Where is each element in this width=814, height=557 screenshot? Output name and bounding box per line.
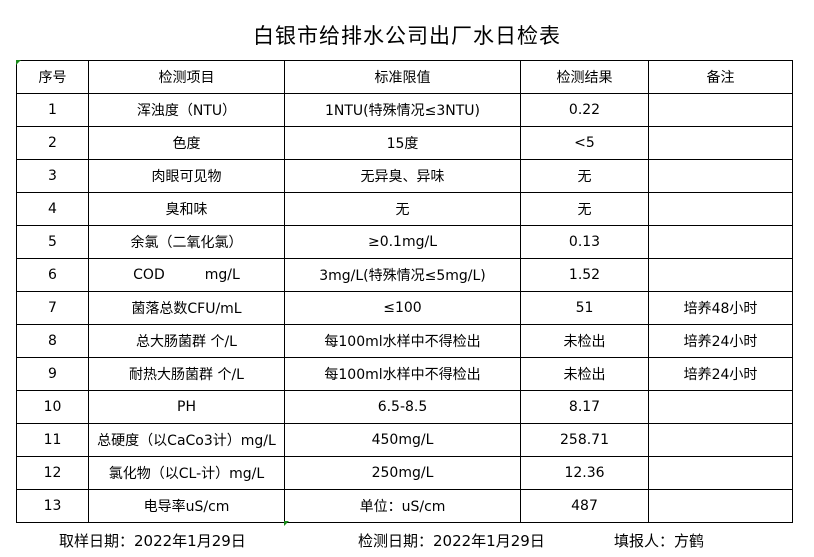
cell-index[interactable]: 5	[16, 225, 89, 259]
cell-standard[interactable]: 6.5-8.5	[284, 390, 521, 424]
cell-result[interactable]: 0.13	[520, 225, 649, 259]
cell-standard[interactable]: 1NTU(特殊情况≤3NTU)	[284, 93, 521, 127]
sample-date: 取样日期：2022年1月29日	[59, 532, 246, 550]
test-date: 检测日期：2022年1月29日	[358, 532, 545, 550]
cell-marker-icon	[284, 521, 289, 526]
cell-index[interactable]: 12	[16, 456, 89, 490]
cell-index[interactable]: 6	[16, 258, 89, 292]
cell-remark[interactable]: 培养24小时	[648, 324, 793, 358]
cell-result[interactable]: 487	[520, 489, 649, 523]
cell-standard[interactable]: 无异臭、异味	[284, 159, 521, 193]
cell-result[interactable]: 无	[520, 192, 649, 226]
reporter: 填报人：方鹤	[614, 532, 705, 550]
cell-result[interactable]: 1.52	[520, 258, 649, 292]
cell-item[interactable]: 耐热大肠菌群 个/L	[88, 357, 285, 391]
cell-standard[interactable]: ≤100	[284, 291, 521, 325]
cell-remark[interactable]	[648, 423, 793, 457]
table-row: 5 余氯（二氧化氯） ≥0.1mg/L 0.13	[16, 225, 793, 259]
cell-result[interactable]: 无	[520, 159, 649, 193]
table-row: 6 COD mg/L 3mg/L(特殊情况≤5mg/L) 1.52	[16, 258, 793, 292]
cell-result[interactable]: 未检出	[520, 324, 649, 358]
cell-result[interactable]: 258.71	[520, 423, 649, 457]
cell-result[interactable]: 51	[520, 291, 649, 325]
page-title: 白银市给排水公司出厂水日检表	[253, 24, 561, 48]
cell-standard[interactable]: 每100ml水样中不得检出	[284, 324, 521, 358]
header-cell-item[interactable]: 检测项目	[88, 60, 285, 94]
table-row: 9 耐热大肠菌群 个/L 每100ml水样中不得检出 未检出 培养24小时	[16, 357, 793, 391]
cell-result[interactable]: 未检出	[520, 357, 649, 391]
cell-remark[interactable]	[648, 126, 793, 160]
table-row: 2 色度 15度 <5	[16, 126, 793, 160]
cell-index[interactable]: 9	[16, 357, 89, 391]
cell-remark[interactable]	[648, 456, 793, 490]
table-row: 8 总大肠菌群 个/L 每100ml水样中不得检出 未检出 培养24小时	[16, 324, 793, 358]
header-cell-standard[interactable]: 标准限值	[284, 60, 521, 94]
cell-standard[interactable]: 15度	[284, 126, 521, 160]
cell-remark[interactable]: 培养24小时	[648, 357, 793, 391]
table-body: 1 浑浊度（NTU） 1NTU(特殊情况≤3NTU) 0.22 2 色度 15度 <5 3 肉眼可…	[16, 93, 793, 523]
cell-remark[interactable]	[648, 390, 793, 424]
table-row: 11 总硬度（以CaCo3计）mg/L 450mg/L 258.71	[16, 423, 793, 457]
cell-marker-icon	[16, 60, 21, 65]
cell-remark[interactable]	[648, 192, 793, 226]
header-row: 序号 检测项目 标准限值 检测结果 备注	[16, 60, 793, 94]
cell-item[interactable]: 浑浊度（NTU）	[88, 93, 285, 127]
cell-standard[interactable]: 每100ml水样中不得检出	[284, 357, 521, 391]
cell-item[interactable]: 色度	[88, 126, 285, 160]
cell-item[interactable]: 菌落总数CFU/mL	[88, 291, 285, 325]
cell-item[interactable]: 氯化物（以CL-计）mg/L	[88, 456, 285, 490]
cell-item[interactable]: 总硬度（以CaCo3计）mg/L	[88, 423, 285, 457]
cell-item[interactable]: PH	[88, 390, 285, 424]
cell-standard[interactable]: 单位：uS/cm	[284, 489, 521, 523]
table-row: 13 电导率uS/cm 单位：uS/cm 487	[16, 489, 793, 523]
cell-index[interactable]: 11	[16, 423, 89, 457]
cell-item[interactable]: 肉眼可见物	[88, 159, 285, 193]
cell-item[interactable]: 臭和味	[88, 192, 285, 226]
cell-index[interactable]: 1	[16, 93, 89, 127]
table-row: 10 PH 6.5-8.5 8.17	[16, 390, 793, 424]
table-row: 4 臭和味无无	[16, 192, 793, 226]
cell-item[interactable]: 总大肠菌群 个/L	[88, 324, 285, 358]
cell-remark[interactable]	[648, 93, 793, 127]
cell-index[interactable]: 7	[16, 291, 89, 325]
header-cell-result[interactable]: 检测结果	[520, 60, 649, 94]
table-row: 1 浑浊度（NTU） 1NTU(特殊情况≤3NTU) 0.22	[16, 93, 793, 127]
cell-standard[interactable]: ≥0.1mg/L	[284, 225, 521, 259]
cell-remark[interactable]: 培养48小时	[648, 291, 793, 325]
cell-remark[interactable]	[648, 489, 793, 523]
cell-index[interactable]: 13	[16, 489, 89, 523]
header-cell-index[interactable]: 序号	[16, 60, 89, 94]
cell-standard[interactable]: 450mg/L	[284, 423, 521, 457]
cell-result[interactable]: 0.22	[520, 93, 649, 127]
cell-index[interactable]: 3	[16, 159, 89, 193]
cell-index[interactable]: 8	[16, 324, 89, 358]
cell-item[interactable]: COD mg/L	[88, 258, 285, 292]
table-row: 3 肉眼可见物 无异臭、异味无	[16, 159, 793, 193]
cell-result[interactable]: <5	[520, 126, 649, 160]
cell-remark[interactable]	[648, 225, 793, 259]
cell-remark[interactable]	[648, 258, 793, 292]
inspection-table: 序号 检测项目 标准限值 检测结果 备注 1 浑浊度（NTU） 1NTU(特殊情况≤…	[16, 60, 793, 523]
cell-standard[interactable]: 无	[284, 192, 521, 226]
cell-index[interactable]: 10	[16, 390, 89, 424]
cell-result[interactable]: 8.17	[520, 390, 649, 424]
cell-result[interactable]: 12.36	[520, 456, 649, 490]
cell-remark[interactable]	[648, 159, 793, 193]
cell-index[interactable]: 4	[16, 192, 89, 226]
table-row: 7 菌落总数CFU/mL ≤100 51 培养48小时	[16, 291, 793, 325]
header-cell-remark[interactable]: 备注	[648, 60, 793, 94]
cell-index[interactable]: 2	[16, 126, 89, 160]
cell-item[interactable]: 余氯（二氧化氯）	[88, 225, 285, 259]
table-row: 12 氯化物（以CL-计）mg/L 250mg/L 12.36	[16, 456, 793, 490]
cell-item[interactable]: 电导率uS/cm	[88, 489, 285, 523]
cell-standard[interactable]: 250mg/L	[284, 456, 521, 490]
cell-standard[interactable]: 3mg/L(特殊情况≤5mg/L)	[284, 258, 521, 292]
